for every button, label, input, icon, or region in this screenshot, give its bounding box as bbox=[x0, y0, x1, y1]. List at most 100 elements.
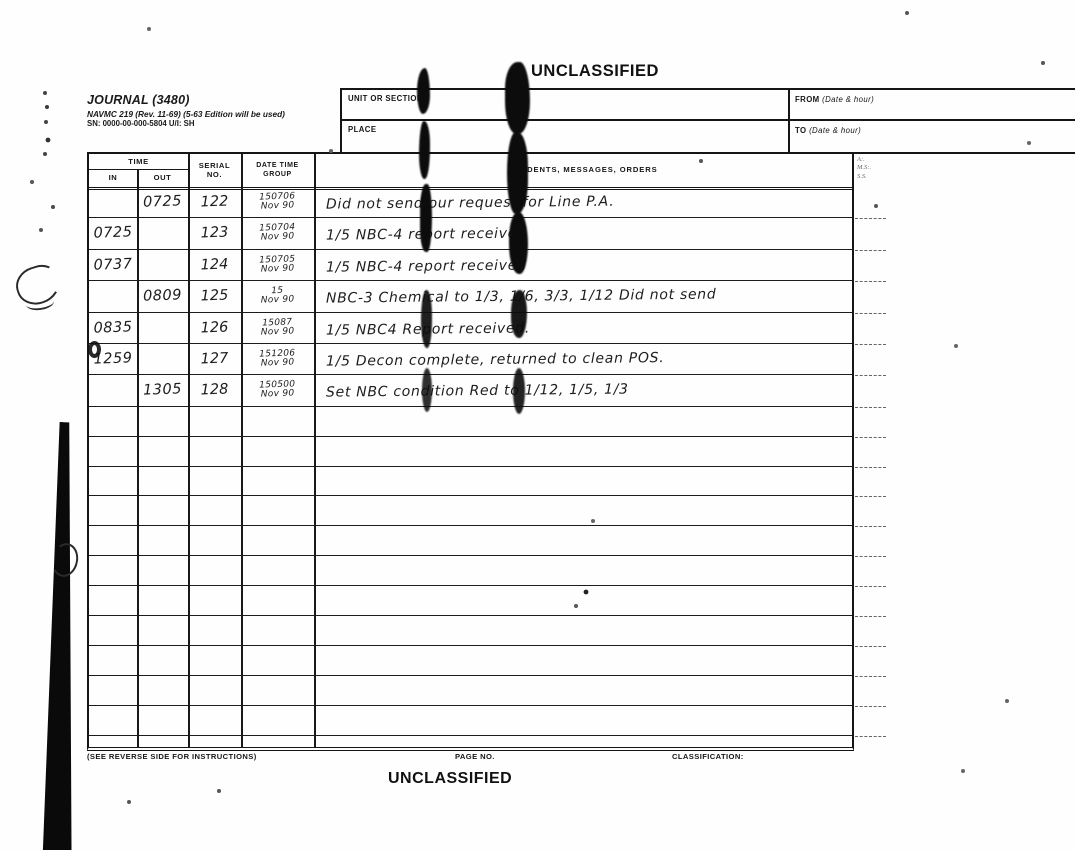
cell-out: 0809 bbox=[142, 287, 183, 306]
table-row: 1259 127 151206 Nov 90 1/5 Decon complete, r… bbox=[89, 343, 886, 377]
cell-date-time-group bbox=[241, 674, 315, 705]
cell-date-time-group bbox=[241, 405, 315, 436]
column-line-serial bbox=[188, 154, 190, 747]
cell-in bbox=[89, 406, 138, 437]
from-label: FROM bbox=[795, 95, 823, 104]
cell-out bbox=[136, 312, 188, 344]
table-row bbox=[89, 464, 886, 498]
edge-note-line: M.S:. bbox=[857, 164, 872, 172]
cell-serial: 128 bbox=[200, 382, 229, 400]
table-row: 0725 123 150704 Nov 90 1/5 NBC-4 report rece… bbox=[89, 218, 886, 252]
column-line-dtg bbox=[241, 154, 243, 747]
cell-in bbox=[89, 585, 138, 616]
cell-serial bbox=[188, 466, 242, 497]
table-row bbox=[89, 434, 886, 468]
cell-in bbox=[89, 645, 138, 676]
journal-rows: 0725 122 150706 Nov 90 Did not send our requ… bbox=[88, 186, 886, 737]
cell-incident-text bbox=[314, 404, 846, 438]
ink-smudge bbox=[417, 68, 430, 114]
cell-in: 0725 bbox=[93, 224, 133, 243]
cell-in bbox=[89, 705, 138, 736]
cell-serial bbox=[188, 406, 242, 437]
table-row bbox=[89, 643, 886, 677]
ink-smudge bbox=[420, 184, 432, 252]
cell-in: 0737 bbox=[93, 256, 133, 274]
col-header-in: IN bbox=[108, 173, 118, 183]
cell-serial bbox=[188, 615, 242, 646]
cell-incident-text: 1/5 NBC4 Report received. bbox=[325, 320, 531, 339]
cell-incident-text: 1/5 NBC-4 report received bbox=[325, 226, 527, 245]
top-classification-banner: UNCLASSIFIED bbox=[531, 62, 659, 80]
cell-serial bbox=[188, 436, 242, 467]
to-label-hint: (Date & hour) bbox=[809, 126, 862, 135]
cell-in bbox=[89, 525, 138, 556]
col-header-incidents: INCIDENTS, MESSAGES, ORDERS bbox=[508, 165, 658, 175]
cell-out bbox=[137, 555, 189, 586]
cell-date-time-group bbox=[241, 585, 315, 616]
cell-out bbox=[136, 218, 188, 250]
table-row: 0737 124 150705 Nov 90 1/5 NBC-4 report rece… bbox=[89, 249, 886, 283]
cell-in: 0835 bbox=[93, 319, 133, 337]
cell-incident-text: Did not send our request for Line P.A. bbox=[325, 193, 615, 213]
cell-incident-text bbox=[314, 524, 846, 558]
cell-serial: 127 bbox=[200, 350, 229, 368]
table-row: 1305 128 150500 Nov 90 Set NBC condition Red… bbox=[88, 375, 886, 409]
bottom-classification-banner: UNCLASSIFIED bbox=[388, 770, 513, 787]
form-edition-line: NAVMC 219 (Rev. 11-69) (5-63 Edition wil… bbox=[87, 108, 285, 119]
column-line-in-out bbox=[137, 170, 139, 747]
ink-smudge bbox=[421, 290, 432, 348]
footer-classification-label: CLASSIFICATION: bbox=[672, 752, 744, 761]
cell-date-time-group bbox=[241, 645, 315, 676]
form-stock-line: SN: 0000-00-000-5804 U/I: SH bbox=[87, 118, 195, 128]
cell-in bbox=[89, 466, 138, 497]
journal-table: TIME IN OUT SERIAL NO. DATE TIME GROUP I… bbox=[87, 152, 886, 751]
cell-in bbox=[88, 186, 137, 218]
cell-out bbox=[136, 343, 188, 375]
header-divider-line bbox=[342, 119, 1075, 121]
cell-out bbox=[137, 705, 189, 736]
ink-smudge bbox=[505, 62, 530, 134]
cell-incident-text: Set NBC condition Red to 1/12, 1/5, 1/3 bbox=[325, 382, 629, 402]
header-fields-box: UNIT OR SECTION PLACE FROM (Date & hour)… bbox=[340, 88, 1075, 154]
col-header-out: OUT bbox=[153, 173, 172, 183]
ink-smudge bbox=[422, 368, 432, 412]
cell-serial: 126 bbox=[200, 319, 229, 337]
place-field: PLACE bbox=[348, 125, 377, 134]
cell-date-time-group: 15087 Nov 90 bbox=[260, 316, 295, 338]
cell-incident-text bbox=[314, 553, 846, 587]
cell-serial bbox=[188, 675, 242, 706]
cell-in bbox=[88, 375, 137, 407]
cell-incident-text bbox=[314, 464, 846, 498]
cell-incident-text bbox=[314, 434, 846, 468]
cell-in bbox=[89, 615, 138, 646]
cell-date-time-group: 150500 Nov 90 bbox=[259, 379, 296, 401]
cell-date-time-group: 150704 Nov 90 bbox=[259, 222, 296, 244]
cell-out bbox=[137, 585, 189, 616]
time-header-underline bbox=[89, 169, 188, 171]
cell-out bbox=[137, 496, 189, 527]
to-field: TO (Date & hour) bbox=[795, 126, 861, 135]
cell-out: 1305 bbox=[142, 381, 183, 400]
table-row bbox=[89, 404, 886, 438]
cell-out bbox=[136, 249, 188, 281]
ink-smudge bbox=[419, 121, 430, 179]
cell-incident-text bbox=[314, 583, 846, 617]
cell-serial: 124 bbox=[200, 256, 229, 274]
cell-out bbox=[137, 615, 189, 646]
cell-date-time-group bbox=[241, 555, 315, 586]
col-header-date-time-group: DATE TIME GROUP bbox=[256, 162, 299, 178]
table-row bbox=[89, 553, 886, 587]
cell-incident-text bbox=[314, 643, 846, 677]
cell-serial bbox=[188, 525, 242, 556]
cell-incident-text bbox=[314, 673, 846, 707]
to-label: TO bbox=[795, 126, 810, 135]
cell-out bbox=[137, 675, 189, 706]
cell-out bbox=[137, 466, 189, 497]
overwritten-zero-mark bbox=[88, 341, 101, 358]
cell-date-time-group bbox=[241, 704, 315, 735]
form-id-block: JOURNAL (3480) NAVMC 219 (Rev. 11-69) (5… bbox=[87, 93, 285, 129]
cell-date-time-group bbox=[241, 495, 315, 526]
cell-in bbox=[88, 280, 137, 312]
